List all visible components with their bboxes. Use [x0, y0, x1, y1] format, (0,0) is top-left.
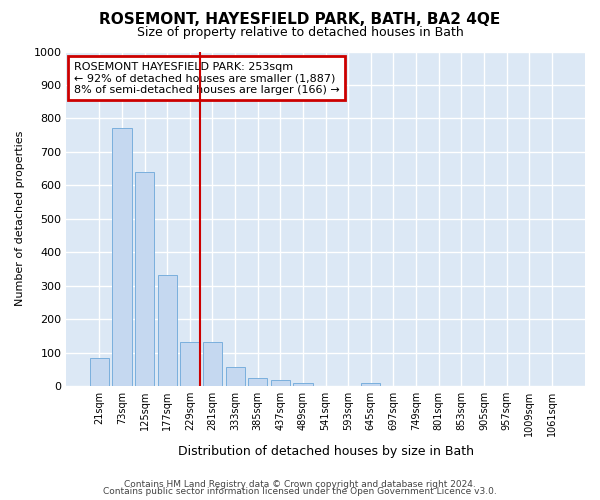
- Text: Contains public sector information licensed under the Open Government Licence v3: Contains public sector information licen…: [103, 488, 497, 496]
- Bar: [112, 128, 131, 386]
- X-axis label: Distribution of detached houses by size in Bath: Distribution of detached houses by size …: [178, 444, 473, 458]
- Text: Size of property relative to detached houses in Bath: Size of property relative to detached ho…: [137, 26, 463, 39]
- Bar: [135, 172, 154, 386]
- Text: ROSEMONT, HAYESFIELD PARK, BATH, BA2 4QE: ROSEMONT, HAYESFIELD PARK, BATH, BA2 4QE: [100, 12, 500, 28]
- Bar: [248, 378, 268, 386]
- Bar: [293, 382, 313, 386]
- Bar: [271, 380, 290, 386]
- Y-axis label: Number of detached properties: Number of detached properties: [15, 131, 25, 306]
- Bar: [90, 358, 109, 386]
- Text: Contains HM Land Registry data © Crown copyright and database right 2024.: Contains HM Land Registry data © Crown c…: [124, 480, 476, 489]
- Bar: [226, 366, 245, 386]
- Text: ROSEMONT HAYESFIELD PARK: 253sqm
← 92% of detached houses are smaller (1,887)
8%: ROSEMONT HAYESFIELD PARK: 253sqm ← 92% o…: [74, 62, 340, 94]
- Bar: [180, 342, 199, 386]
- Bar: [158, 274, 177, 386]
- Bar: [203, 342, 222, 386]
- Bar: [361, 382, 380, 386]
